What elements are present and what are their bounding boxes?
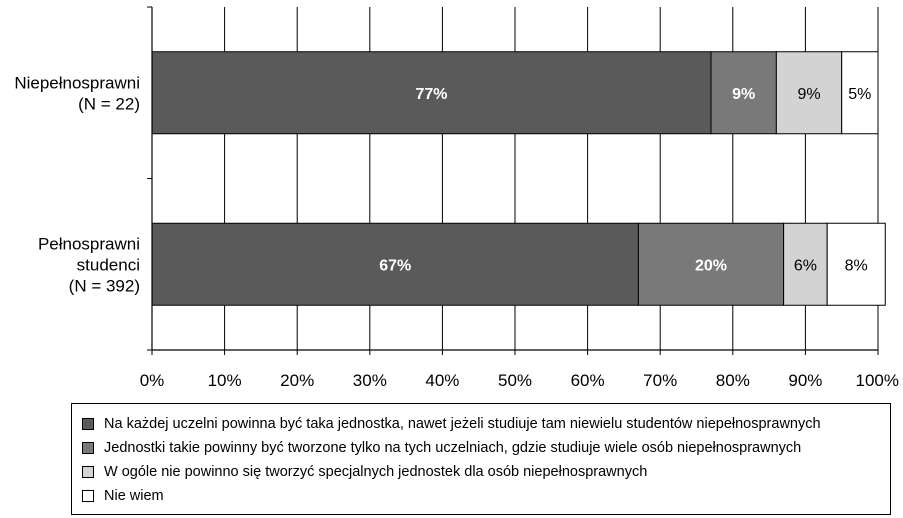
legend-label: Na każdej uczelni powinna być taka jedno…	[104, 416, 821, 432]
legend-item: Jednostki takie powinny być tworzone tyl…	[82, 436, 880, 460]
legend-item: W ogóle nie powinno się tworzyć specjaln…	[82, 460, 880, 484]
data-label: 9%	[732, 86, 755, 103]
data-label: 20%	[695, 257, 727, 274]
data-labels: 77% 9% 9% 5% 67% 20% 6% 8%	[379, 86, 871, 275]
x-tick-label: 20%	[280, 371, 314, 390]
legend-label: Nie wiem	[104, 488, 164, 504]
category-label: Niepełnosprawni (N = 22)	[14, 73, 140, 113]
bar-segment	[151, 51, 712, 135]
legend-swatch	[82, 466, 94, 478]
legend-item: Nie wiem	[82, 484, 880, 508]
legend-label: W ogóle nie powinno się tworzyć specjaln…	[104, 464, 648, 480]
legend: Na każdej uczelni powinna być taka jedno…	[71, 403, 891, 515]
x-tick-label: 0%	[140, 371, 165, 390]
x-tick-label: 30%	[353, 371, 387, 390]
bars	[151, 51, 886, 306]
category-label-line: (N = 392)	[69, 276, 140, 295]
category-label-line: studenci	[77, 255, 140, 274]
bar-segment	[637, 222, 785, 306]
category-label-line: (N = 22)	[78, 94, 140, 113]
x-tick-label: 10%	[208, 371, 242, 390]
category-label-line: Pełnosprawni	[38, 234, 140, 253]
category-labels: Niepełnosprawni (N = 22) Pełnosprawni stude…	[14, 73, 140, 295]
bar-segment	[826, 222, 886, 306]
data-label: 9%	[797, 86, 820, 103]
bar-segment	[775, 51, 843, 135]
legend-swatch	[82, 418, 94, 430]
data-label: 5%	[848, 86, 871, 103]
x-tick-label: 50%	[498, 371, 532, 390]
x-tick-label: 90%	[788, 371, 822, 390]
data-label: 77%	[415, 86, 447, 103]
category-label: Pełnosprawni studenci (N = 392)	[38, 234, 140, 295]
legend-swatch	[82, 442, 94, 454]
category-label-line: Niepełnosprawni	[14, 73, 140, 92]
x-tick-label: 100%	[856, 371, 899, 390]
x-tick-label: 70%	[643, 371, 677, 390]
axes	[147, 6, 879, 355]
bar-segment	[841, 51, 879, 135]
x-tick-labels: 0% 10% 20% 30% 40% 50% 60% 70% 80% 90% 100%	[140, 371, 899, 390]
data-label: 67%	[379, 257, 411, 274]
bar-segment	[783, 222, 828, 306]
x-tick-label: 40%	[425, 371, 459, 390]
bar-segment	[710, 51, 777, 135]
legend-item: Na każdej uczelni powinna być taka jedno…	[82, 412, 880, 436]
data-label: 6%	[794, 257, 817, 274]
legend-swatch	[82, 490, 94, 502]
data-label: 8%	[845, 257, 868, 274]
x-tick-label: 60%	[571, 371, 605, 390]
legend-label: Jednostki takie powinny być tworzone tyl…	[104, 440, 802, 456]
x-tick-label: 80%	[716, 371, 750, 390]
